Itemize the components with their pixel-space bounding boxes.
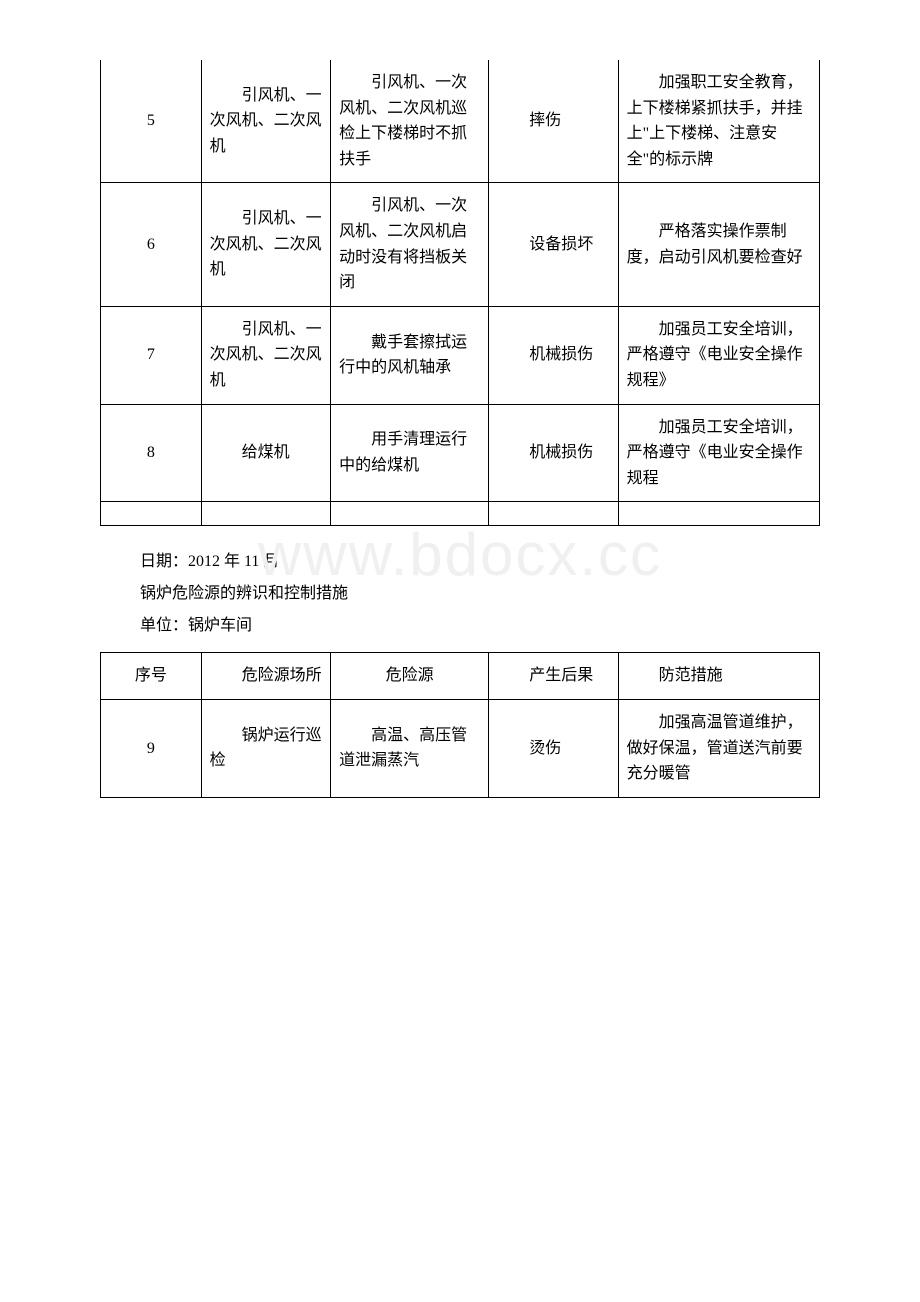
cell-empty [101,502,202,526]
cell-measure: 加强高温管道维护，做好保温，管道送汽前要充分暖管 [618,699,819,797]
cell-result: 设备损坏 [489,183,618,306]
cell-measure: 加强职工安全教育，上下楼梯紧抓扶手，并挂上"上下楼梯、注意安全"的标示牌 [618,60,819,183]
cell-result: 机械损伤 [489,306,618,404]
cell-measure: 严格落实操作票制度，启动引风机要检查好 [618,183,819,306]
cell-seq: 7 [101,306,202,404]
cell-hazard: 戴手套擦拭运行中的风机轴承 [331,306,489,404]
cell-seq: 9 [101,699,202,797]
title-text: 锅炉危险源的辨识和控制措施 [140,578,820,610]
cell-location: 引风机、一次风机、二次风机 [201,183,330,306]
cell-seq: 5 [101,60,202,183]
cell-hazard: 用手清理运行中的给煤机 [331,404,489,502]
header-hazard: 危险源 [331,653,489,700]
cell-location: 引风机、一次风机、二次风机 [201,306,330,404]
table-row: 9 锅炉运行巡检 高温、高压管道泄漏蒸汽 烫伤 加强高温管道维护，做好保温，管道… [101,699,820,797]
mid-text-block: 日期：2012 年 11 月 锅炉危险源的辨识和控制措施 单位：锅炉车间 [140,546,820,642]
cell-location: 锅炉运行巡检 [201,699,330,797]
header-location: 危险源场所 [201,653,330,700]
unit-text: 单位：锅炉车间 [140,610,820,642]
cell-location: 引风机、一次风机、二次风机 [201,60,330,183]
cell-seq: 6 [101,183,202,306]
cell-hazard: 高温、高压管道泄漏蒸汽 [331,699,489,797]
cell-hazard: 引风机、一次风机、二次风机巡检上下楼梯时不抓扶手 [331,60,489,183]
cell-seq: 8 [101,404,202,502]
cell-result: 烫伤 [489,699,618,797]
table-row: 7 引风机、一次风机、二次风机 戴手套擦拭运行中的风机轴承 机械损伤 加强员工安… [101,306,820,404]
header-measure: 防范措施 [618,653,819,700]
cell-hazard: 引风机、一次风机、二次风机启动时没有将挡板关闭 [331,183,489,306]
hazard-table-1: 5 引风机、一次风机、二次风机 引风机、一次风机、二次风机巡检上下楼梯时不抓扶手… [100,60,820,526]
hazard-table-2: 序号 危险源场所 危险源 产生后果 防范措施 9 锅炉运行巡检 高温、高压管道泄… [100,652,820,797]
cell-empty [331,502,489,526]
cell-measure: 加强员工安全培训，严格遵守《电业安全操作规程》 [618,306,819,404]
table-row: 8 给煤机 用手清理运行中的给煤机 机械损伤 加强员工安全培训，严格遵守《电业安… [101,404,820,502]
table-row: 5 引风机、一次风机、二次风机 引风机、一次风机、二次风机巡检上下楼梯时不抓扶手… [101,60,820,183]
cell-location: 给煤机 [201,404,330,502]
table-row-empty [101,502,820,526]
cell-measure: 加强员工安全培训，严格遵守《电业安全操作规程 [618,404,819,502]
table-row: 6 引风机、一次风机、二次风机 引风机、一次风机、二次风机启动时没有将挡板关闭 … [101,183,820,306]
cell-empty [201,502,330,526]
cell-empty [489,502,618,526]
cell-empty [618,502,819,526]
header-result: 产生后果 [489,653,618,700]
cell-result: 机械损伤 [489,404,618,502]
table-header-row: 序号 危险源场所 危险源 产生后果 防范措施 [101,653,820,700]
cell-result: 摔伤 [489,60,618,183]
date-text: 日期：2012 年 11 月 [140,546,820,578]
header-seq: 序号 [101,653,202,700]
